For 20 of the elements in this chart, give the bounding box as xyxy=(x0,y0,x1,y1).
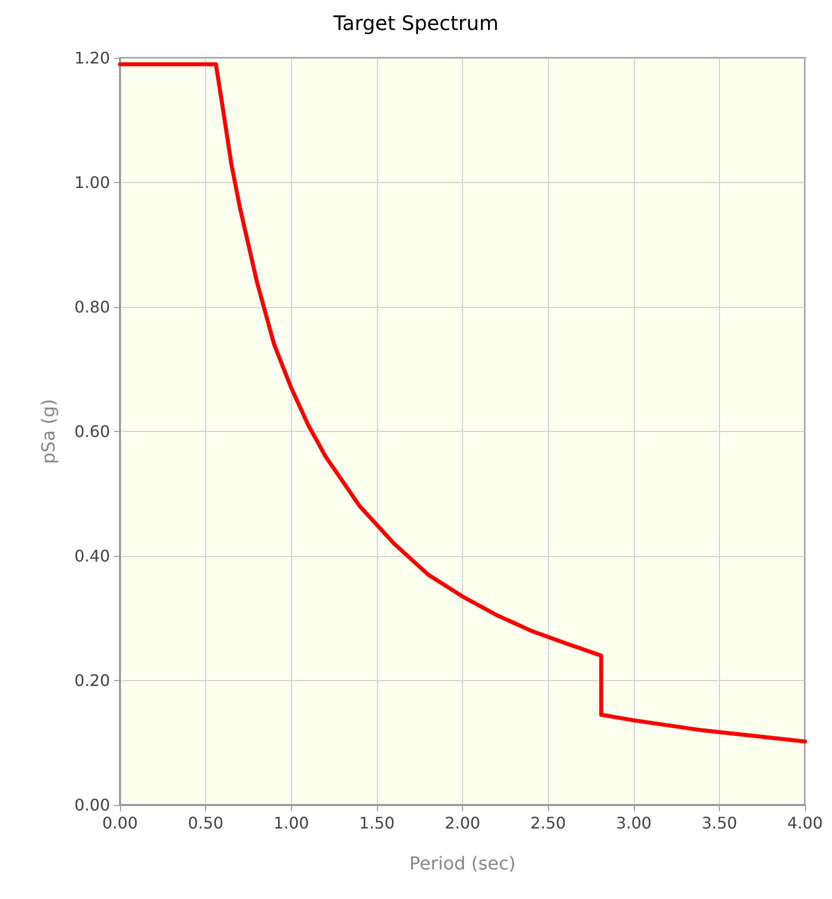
y-tick-label: 0.00 xyxy=(74,796,110,814)
y-tick-label: 0.40 xyxy=(74,546,110,566)
x-tick-label: 2.50 xyxy=(530,814,566,832)
x-tick-label: 3.00 xyxy=(616,814,652,832)
y-tick-label: 0.80 xyxy=(74,298,110,316)
x-axis-title: Period (sec) xyxy=(409,854,516,874)
x-tick-label: 0.50 xyxy=(188,814,224,832)
x-tick-label: 1.50 xyxy=(359,814,395,832)
x-tick-label: 0.00 xyxy=(102,814,138,832)
chart-title: Target Spectrum xyxy=(332,11,499,35)
x-tick-label: 2.00 xyxy=(444,814,480,832)
x-tick-label: 3.50 xyxy=(702,814,738,832)
line-series xyxy=(118,62,807,744)
y-tick-label: 1.00 xyxy=(74,173,110,192)
x-tick-label: 1.00 xyxy=(273,814,310,832)
y-tick-label: 1.20 xyxy=(74,48,110,68)
y-tick-label: 0.20 xyxy=(74,671,110,690)
y-tick-label: 0.60 xyxy=(74,422,110,441)
x-tick-label: 4.00 xyxy=(787,814,823,832)
y-axis-title: pSa (g) xyxy=(38,398,60,464)
